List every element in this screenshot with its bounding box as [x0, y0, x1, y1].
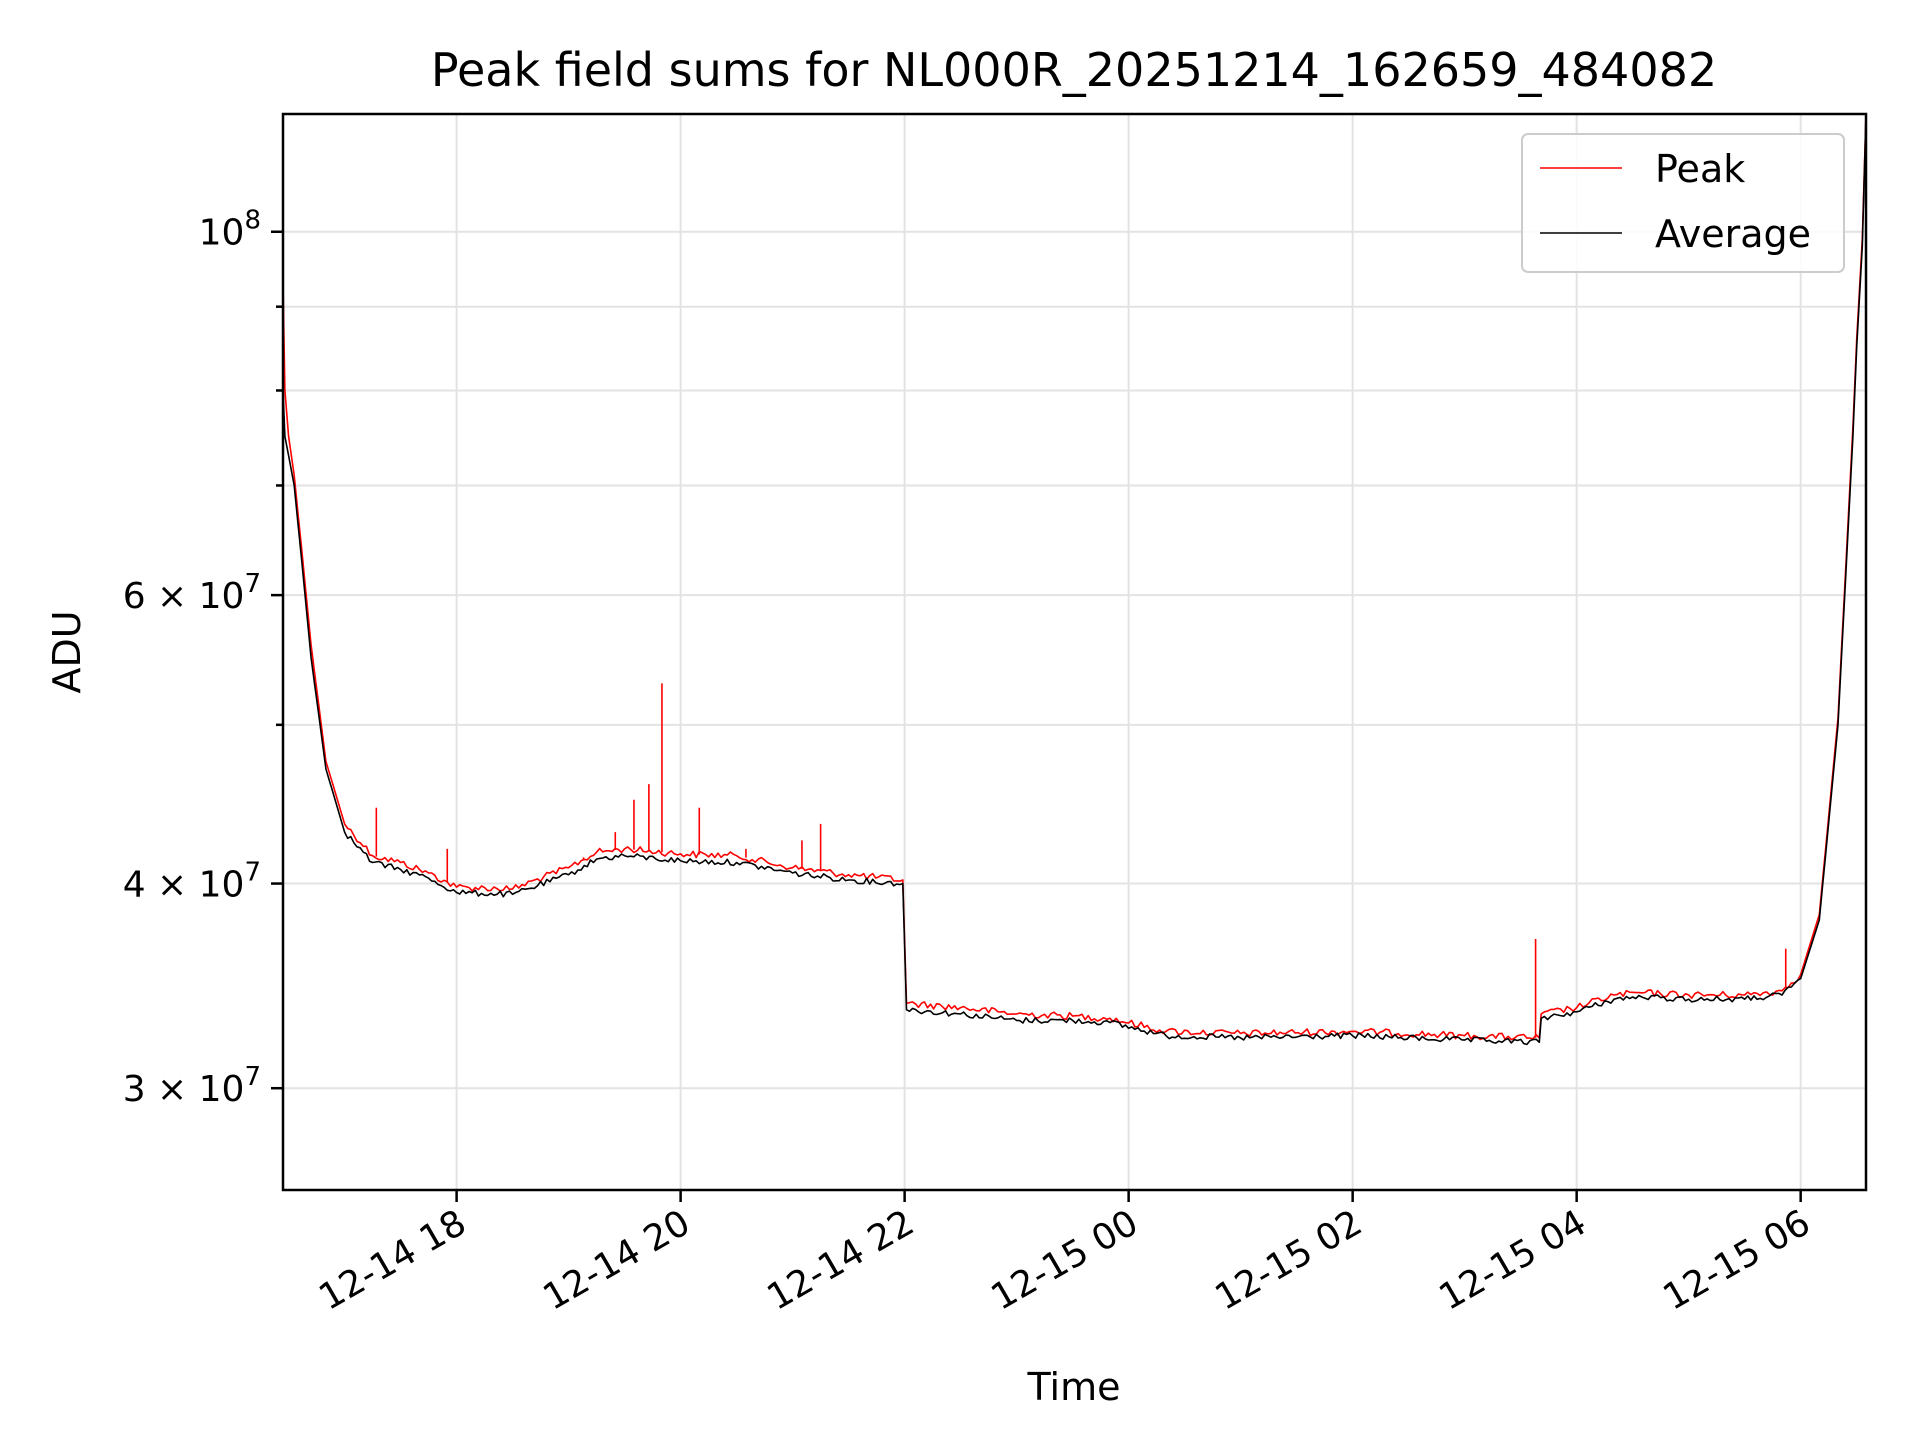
plot-frame — [281, 112, 1868, 1192]
y-tick-label: 6 × 107 — [123, 569, 261, 617]
y-axis-label: ADU — [45, 610, 89, 693]
legend: Peak Average — [1521, 133, 1845, 273]
y-tick-label: 3 × 107 — [123, 1062, 261, 1110]
legend-label-average: Average — [1655, 212, 1811, 256]
y-tick-label: 4 × 107 — [123, 858, 261, 906]
series-line-average — [282, 113, 1867, 1046]
x-axis-label: Time — [1027, 1365, 1121, 1409]
series-line-peak — [282, 113, 1867, 1041]
chart-title: Peak field sums for NL000R_20251214_1626… — [431, 43, 1717, 97]
legend-label-peak: Peak — [1655, 147, 1745, 191]
series-layer — [282, 113, 1867, 1046]
y-tick-label: 108 — [199, 206, 261, 254]
